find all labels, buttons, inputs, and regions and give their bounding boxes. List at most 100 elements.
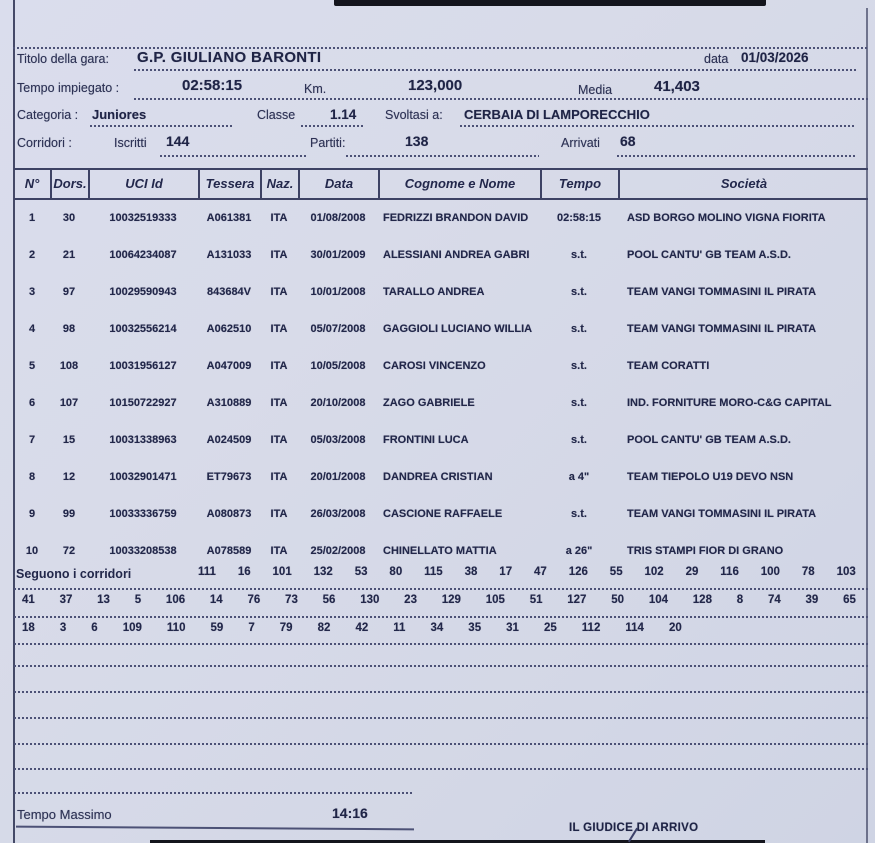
km-label: Km. (304, 82, 327, 96)
table-cell: 4 (28, 322, 36, 335)
categoria-rule (90, 125, 232, 127)
table-cell: 10033336759 (109, 507, 177, 520)
rider-number: 29 (685, 566, 699, 578)
seguono-rule-3 (14, 643, 868, 645)
table-cell: A131033 (206, 248, 252, 261)
rider-number: 109 (122, 622, 142, 634)
km-value: 123,000 (408, 77, 463, 94)
table-cell: ITA (270, 544, 288, 557)
table-cell: 02:58:15 (556, 211, 602, 224)
rider-number: 111 (198, 566, 216, 578)
table-cell: TEAM VANGI TOMMASINI IL PIRATA (627, 285, 817, 298)
table-cell: IND. FORNITURE MORO-C&G CAPITAL (627, 396, 832, 409)
table-cell: A310889 (206, 396, 252, 409)
table-cell: 10/01/2008 (310, 285, 366, 298)
table-cell: A080873 (206, 507, 252, 520)
rider-number: 13 (97, 594, 110, 606)
table-cell: POOL CANTU' GB TEAM A.S.D. (627, 248, 791, 261)
rider-number: 47 (534, 566, 547, 578)
table-cell: 30/01/2009 (310, 248, 366, 261)
table-cell: 97 (62, 285, 76, 298)
rider-number: 38 (464, 566, 478, 578)
table-cell: A061381 (206, 211, 252, 224)
table-cell: ITA (270, 211, 288, 224)
empty-rule-4 (14, 743, 868, 745)
table-cell: 30 (62, 211, 76, 224)
table-cell: FRONTINI LUCA (383, 433, 469, 446)
rider-number: 82 (317, 622, 331, 634)
rider-number: 128 (692, 594, 712, 606)
table-cell: s.t. (571, 248, 587, 261)
results-table-body: 1 30 10032519333 A061381 ITA 01/08/2008 FEDRIZ… (14, 199, 868, 569)
table-cell: POOL CANTU' GB TEAM A.S.D. (627, 433, 791, 446)
categoria-value: Juniores (92, 107, 147, 122)
svoltasi-rule (460, 125, 856, 127)
table-cell: CAROSI VINCENZO (383, 359, 486, 372)
table-cell: TEAM VANGI TOMMASINI IL PIRATA (627, 322, 817, 335)
rider-number: 101 (272, 566, 292, 578)
empty-rule-5 (14, 768, 868, 770)
table-cell: TRIS STAMPI FIOR DI GRANO (627, 544, 784, 557)
table-cell: 10032901471 (109, 470, 177, 483)
column-header: Tempo (540, 170, 618, 198)
rider-number: 6 (91, 622, 98, 634)
rider-number: 39 (805, 594, 819, 606)
rider-number: 35 (468, 622, 482, 634)
table-cell: 1 (28, 211, 36, 224)
rider-number: 78 (801, 566, 815, 578)
table-cell: ALESSIANI ANDREA GABRI (383, 248, 530, 261)
tempo-impiegato-label: Tempo impiegato : (17, 81, 120, 95)
table-row: 10 72 10033208538 A078589 ITA 25/02/2008 CHINE… (14, 532, 868, 569)
rider-number: 102 (644, 566, 664, 578)
table-cell: DANDREA CRISTIAN (383, 470, 493, 483)
column-header: Società (618, 170, 868, 198)
empty-rule-1 (14, 665, 868, 667)
rider-number: 104 (648, 594, 668, 606)
table-cell: 15 (62, 433, 76, 446)
table-cell: CASCIONE RAFFAELE (383, 507, 503, 520)
rider-number: 103 (836, 566, 856, 578)
table-cell: A062510 (206, 322, 252, 335)
table-cell: a 26" (565, 544, 593, 557)
rider-number: 37 (59, 594, 73, 606)
rider-number: 106 (165, 594, 186, 606)
rider-number: 65 (843, 594, 856, 606)
table-cell: ITA (270, 433, 288, 446)
column-header: Tessera (198, 170, 260, 198)
rider-number: 55 (609, 566, 623, 578)
table-cell: ET79673 (206, 470, 252, 483)
tempo-rule (134, 98, 868, 100)
column-header: Cognome e Nome (378, 170, 540, 198)
seguono-label: Seguono i corridori (16, 567, 132, 581)
table-cell: 843684V (206, 285, 252, 298)
table-row: 8 12 10032901471 ET79673 ITA 20/01/2008 DANDRE… (14, 458, 868, 495)
table-cell: GAGGIOLI LUCIANO WILLIA (383, 322, 533, 335)
table-cell: 10033208538 (109, 544, 177, 557)
table-cell: 98 (62, 322, 76, 335)
rider-number: 14 (209, 594, 223, 606)
table-cell: 3 (28, 285, 36, 298)
giudice-label: IL GIUDICE DI ARRIVO (569, 822, 699, 834)
empty-rule-3 (14, 717, 868, 719)
form-left-border (13, 0, 15, 843)
column-header: Dors. (50, 170, 88, 198)
rider-number: 7 (248, 622, 255, 634)
rider-number: 23 (404, 594, 417, 606)
partiti-rule (346, 155, 539, 157)
table-cell: 72 (62, 544, 76, 557)
table-cell: s.t. (571, 433, 587, 446)
arrivati-label: Arrivati (561, 136, 600, 150)
tempo-impiegato-value: 02:58:15 (182, 77, 243, 94)
empty-rule-6 (14, 792, 414, 794)
rider-number: 3 (59, 622, 67, 634)
rider-number: 20 (668, 622, 682, 634)
table-cell: 25/02/2008 (310, 544, 366, 557)
svoltasi-value: CERBAIA DI LAMPORECCHIO (464, 107, 650, 122)
table-cell: 6 (28, 396, 36, 409)
table-cell: 10031338963 (109, 433, 177, 446)
table-row: 5 108 10031956127 A047009 ITA 10/05/2008 CAROS… (14, 347, 868, 384)
rider-number: 116 (720, 566, 739, 578)
table-cell: 05/03/2008 (310, 433, 366, 446)
seguono-line-1: 111 16 101 132 53 80 115 38 17 47 126 55 102 29 116 100… (198, 566, 856, 578)
partiti-label: Partiti: (310, 136, 346, 150)
